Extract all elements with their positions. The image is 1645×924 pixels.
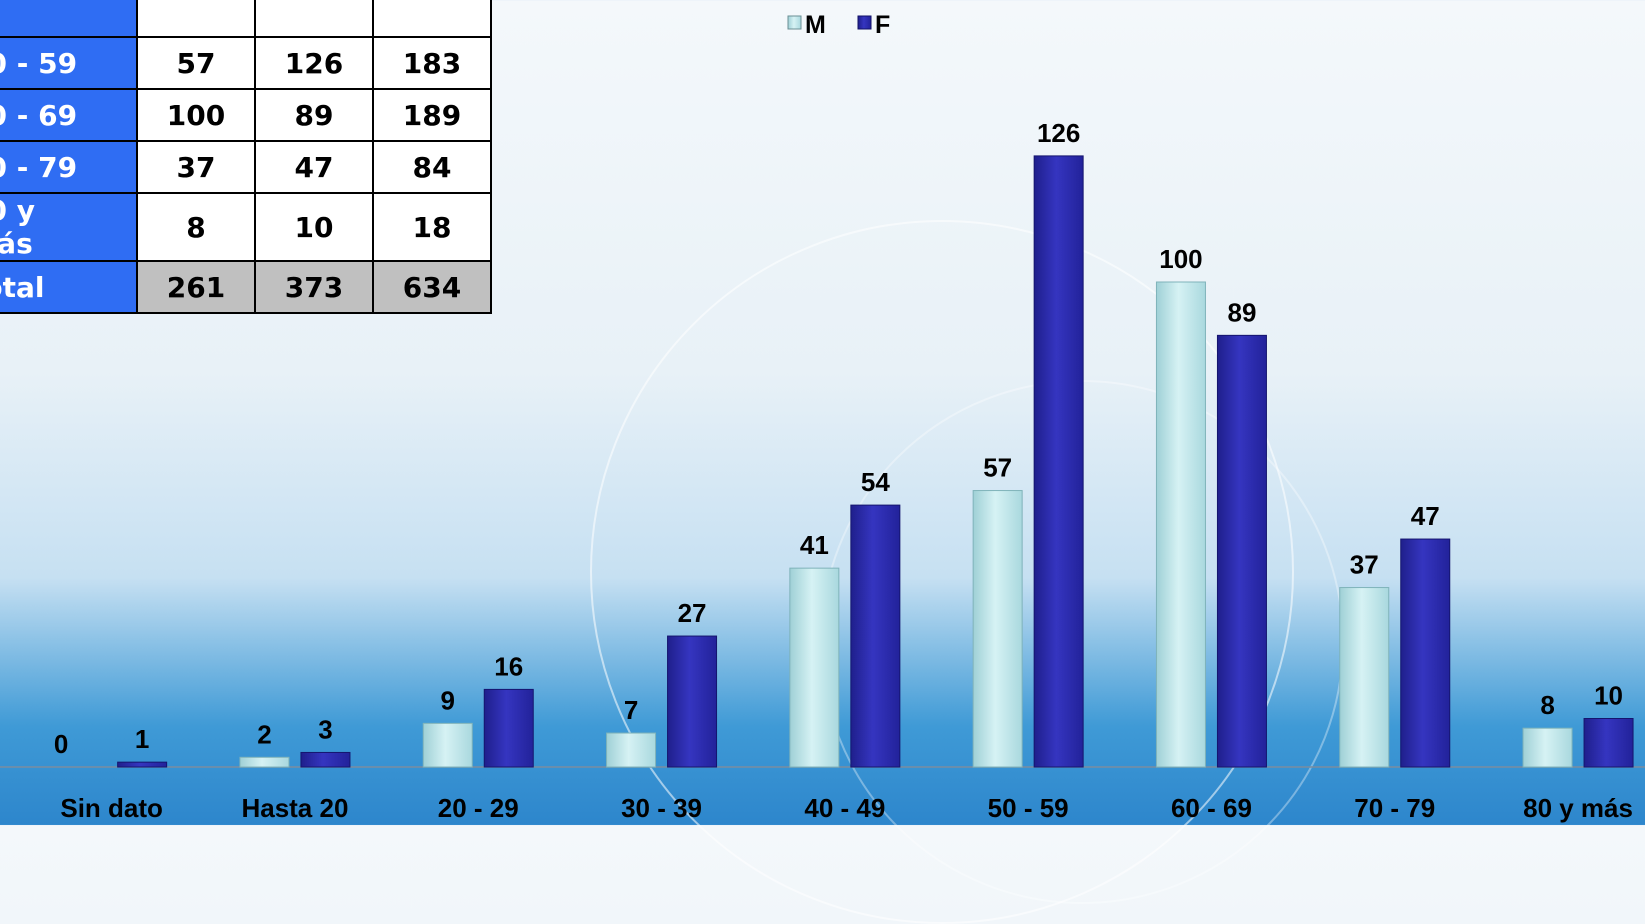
legend-swatch-m <box>788 16 801 29</box>
bar-f-30-39 <box>668 636 717 767</box>
bar-f-70-79 <box>1401 539 1450 767</box>
value-label-m-sin-dato: 0 <box>54 729 68 759</box>
value-label-f-80-y-m-s: 10 <box>1594 681 1623 711</box>
value-label-f-70-79: 47 <box>1411 501 1440 531</box>
bar-m-70-79 <box>1340 588 1389 767</box>
value-label-m-30-39: 7 <box>624 695 638 725</box>
value-label-f-60-69: 89 <box>1227 297 1256 327</box>
bar-f-50-59 <box>1034 156 1083 767</box>
bar-f-20-29 <box>484 689 533 767</box>
value-label-m-40-49: 41 <box>800 530 829 560</box>
bar-m-20-29 <box>423 723 472 767</box>
value-label-f-30-39: 27 <box>678 598 707 628</box>
value-label-m-20-29: 9 <box>441 685 455 715</box>
x-tick-label-40-49: 40 - 49 <box>804 793 885 823</box>
bar-f-hasta-20 <box>301 752 350 767</box>
bar-chart: M F 0 1 2 3 9 16 7 27 41 54 57 126 100 89 37 47 8 10 Sin … <box>0 0 1645 825</box>
value-label-f-sin-dato: 1 <box>135 724 149 754</box>
value-label-m-80-y-m-s: 8 <box>1540 690 1554 720</box>
value-label-m-70-79: 37 <box>1350 550 1379 580</box>
value-label-m-hasta-20: 2 <box>257 719 271 749</box>
bars-group <box>118 156 1633 767</box>
category-labels-group: Sin dato Hasta 20 20 - 29 30 - 39 40 - 49 50 … <box>60 793 1633 823</box>
x-tick-label-hasta-20: Hasta 20 <box>241 793 348 823</box>
legend-swatch-f <box>858 16 871 29</box>
x-tick-label-sin-dato: Sin dato <box>60 793 163 823</box>
bar-m-50-59 <box>973 491 1022 767</box>
bar-f-60-69 <box>1217 335 1266 767</box>
value-label-m-60-69: 100 <box>1159 244 1202 274</box>
bar-f-80-y-m-s <box>1584 719 1633 768</box>
value-label-f-40-49: 54 <box>861 467 890 497</box>
value-label-f-50-59: 126 <box>1037 118 1080 148</box>
bar-m-hasta-20 <box>240 757 289 767</box>
value-label-f-20-29: 16 <box>494 651 523 681</box>
value-label-m-50-59: 57 <box>983 453 1012 483</box>
x-tick-label-60-69: 60 - 69 <box>1171 793 1252 823</box>
bar-f-sin-dato <box>118 762 167 767</box>
bar-m-40-49 <box>790 568 839 767</box>
bar-m-30-39 <box>607 733 656 767</box>
value-label-f-hasta-20: 3 <box>318 714 332 744</box>
bar-m-80-y-m-s <box>1523 728 1572 767</box>
bar-m-60-69 <box>1156 282 1205 767</box>
x-tick-label-50-59: 50 - 59 <box>988 793 1069 823</box>
x-tick-label-80-y-m-s: 80 y más <box>1523 793 1633 823</box>
x-tick-label-20-29: 20 - 29 <box>438 793 519 823</box>
chart-legend: M F <box>788 11 890 39</box>
legend-label-m: M <box>805 11 826 39</box>
legend-label-f: F <box>875 11 890 39</box>
x-tick-label-70-79: 70 - 79 <box>1354 793 1435 823</box>
x-tick-label-30-39: 30 - 39 <box>621 793 702 823</box>
bar-f-40-49 <box>851 505 900 767</box>
